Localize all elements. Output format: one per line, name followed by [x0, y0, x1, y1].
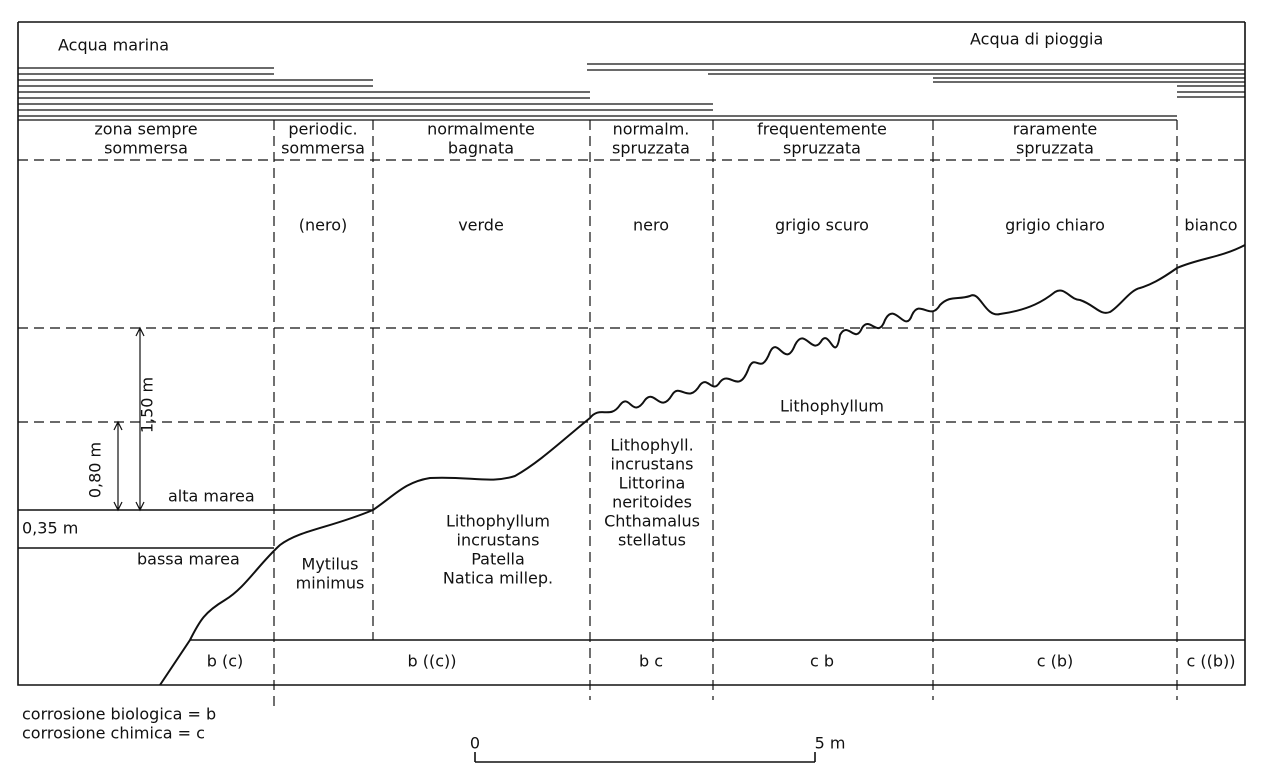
label: incrustans	[611, 455, 694, 474]
label: verde	[458, 216, 504, 235]
label: c (b)	[1037, 652, 1074, 671]
label: Lithophyllum	[780, 397, 884, 416]
background	[0, 0, 1263, 780]
label: Natica millep.	[443, 569, 553, 588]
label: Patella	[471, 550, 525, 569]
label: 1,50 m	[138, 377, 157, 433]
label: corrosione biologica = b	[22, 705, 216, 724]
label: spruzzata	[1016, 139, 1094, 158]
label: Littorina	[619, 474, 686, 493]
label: 5 m	[815, 734, 846, 753]
label: normalm.	[613, 120, 690, 139]
label: corrosione chimica = c	[22, 724, 205, 743]
label: periodic.	[288, 120, 357, 139]
label: c b	[810, 652, 834, 671]
label: raramente	[1013, 120, 1097, 139]
label: grigio scuro	[775, 216, 869, 235]
diagram: Acqua marinaAcqua di pioggiazona sempres…	[0, 0, 1263, 780]
label: 0,35 m	[22, 519, 78, 538]
label: Acqua marina	[58, 36, 169, 55]
label: Lithophyll.	[610, 436, 693, 455]
label: alta marea	[168, 487, 255, 506]
label: zona sempre	[94, 120, 197, 139]
label: Chthamalus	[604, 512, 700, 531]
label: 0	[470, 734, 480, 753]
label: c ((b))	[1186, 652, 1235, 671]
label: b ((c))	[407, 652, 456, 671]
label: Mytilus	[302, 555, 359, 574]
label: spruzzata	[783, 139, 861, 158]
label: sommersa	[104, 139, 188, 158]
label: b c	[639, 652, 663, 671]
label: grigio chiaro	[1005, 216, 1105, 235]
label: spruzzata	[612, 139, 690, 158]
label: stellatus	[618, 531, 686, 550]
label: neritoides	[612, 493, 692, 512]
label: Lithophyllum	[446, 512, 550, 531]
label: (nero)	[299, 216, 347, 235]
label: 0,80 m	[86, 442, 105, 498]
label: sommersa	[281, 139, 365, 158]
label: nero	[633, 216, 669, 235]
label: frequentemente	[757, 120, 887, 139]
label: bagnata	[448, 139, 514, 158]
label: incrustans	[457, 531, 540, 550]
label: minimus	[296, 574, 365, 593]
label: b (c)	[207, 652, 244, 671]
label: Acqua di pioggia	[970, 30, 1103, 49]
label: normalmente	[427, 120, 535, 139]
label: bassa marea	[137, 550, 240, 569]
label: bianco	[1184, 216, 1237, 235]
